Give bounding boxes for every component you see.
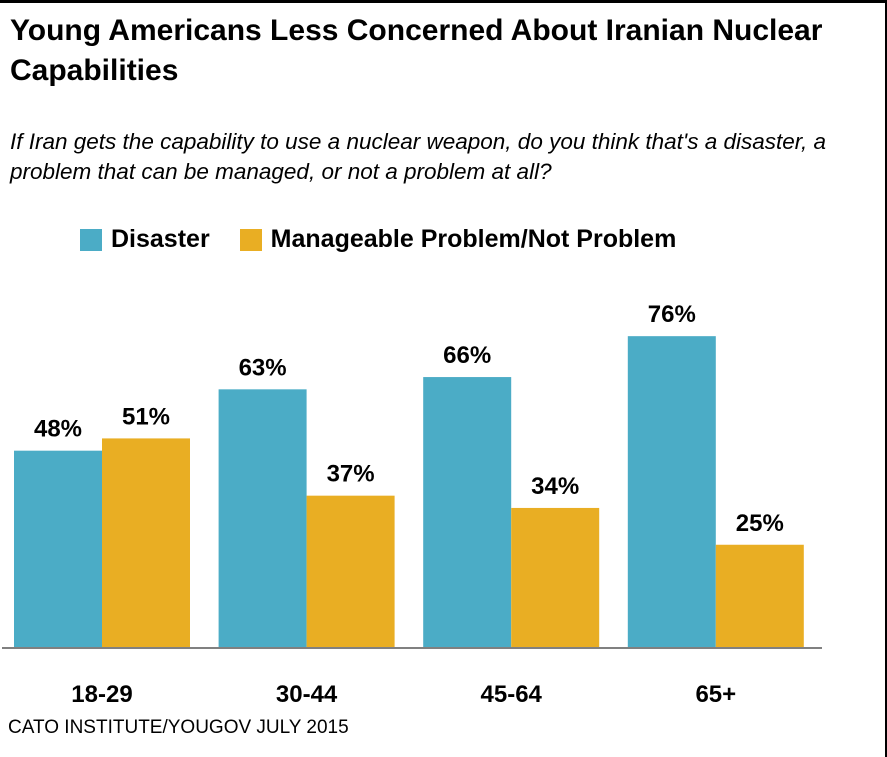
bar-65+-disaster [627, 336, 716, 647]
plot-area: 48% 51% 18-29 63% 37% 30-44 66% 34% 45-64 76% 25% 6… [2, 301, 822, 708]
bar-18-29-manageable [102, 438, 190, 647]
category-label: 45-64 [481, 681, 543, 708]
data-label: 37% [327, 461, 375, 488]
data-label: 76% [648, 301, 696, 328]
data-label: 34% [531, 473, 579, 500]
data-label: 25% [736, 510, 784, 537]
legend-item-disaster: Disaster [80, 225, 210, 254]
bar-45-64-manageable [511, 507, 600, 647]
legend: Disaster Manageable Problem/Not Problem [80, 225, 706, 254]
data-label: 51% [122, 403, 170, 430]
data-label: 48% [34, 416, 82, 443]
bar-30-44-manageable [306, 495, 395, 647]
category-label: 30-44 [276, 681, 338, 708]
data-label: 63% [239, 354, 287, 381]
legend-item-manageable: Manageable Problem/Not Problem [239, 225, 677, 254]
category-label: 65+ [695, 681, 736, 708]
legend-swatch-manageable [239, 228, 262, 251]
category-label: 18-29 [71, 681, 132, 708]
bar-18-29-disaster [14, 450, 102, 647]
chart-subtitle: If Iran gets the capability to use a nuc… [10, 129, 827, 184]
source-note: CATO INSTITUTE/YOUGOV JULY 2015 [8, 717, 349, 738]
bar-65+-manageable [715, 544, 804, 647]
legend-swatch-disaster [80, 228, 102, 251]
bar-30-44-disaster [218, 389, 307, 647]
bar-45-64-disaster [423, 377, 512, 647]
data-label: 66% [443, 342, 491, 369]
legend-label-disaster: Disaster [111, 225, 210, 253]
chart-title: Young Americans Less Concerned About Ira… [10, 14, 823, 87]
legend-label-manageable: Manageable Problem/Not Problem [270, 225, 677, 253]
